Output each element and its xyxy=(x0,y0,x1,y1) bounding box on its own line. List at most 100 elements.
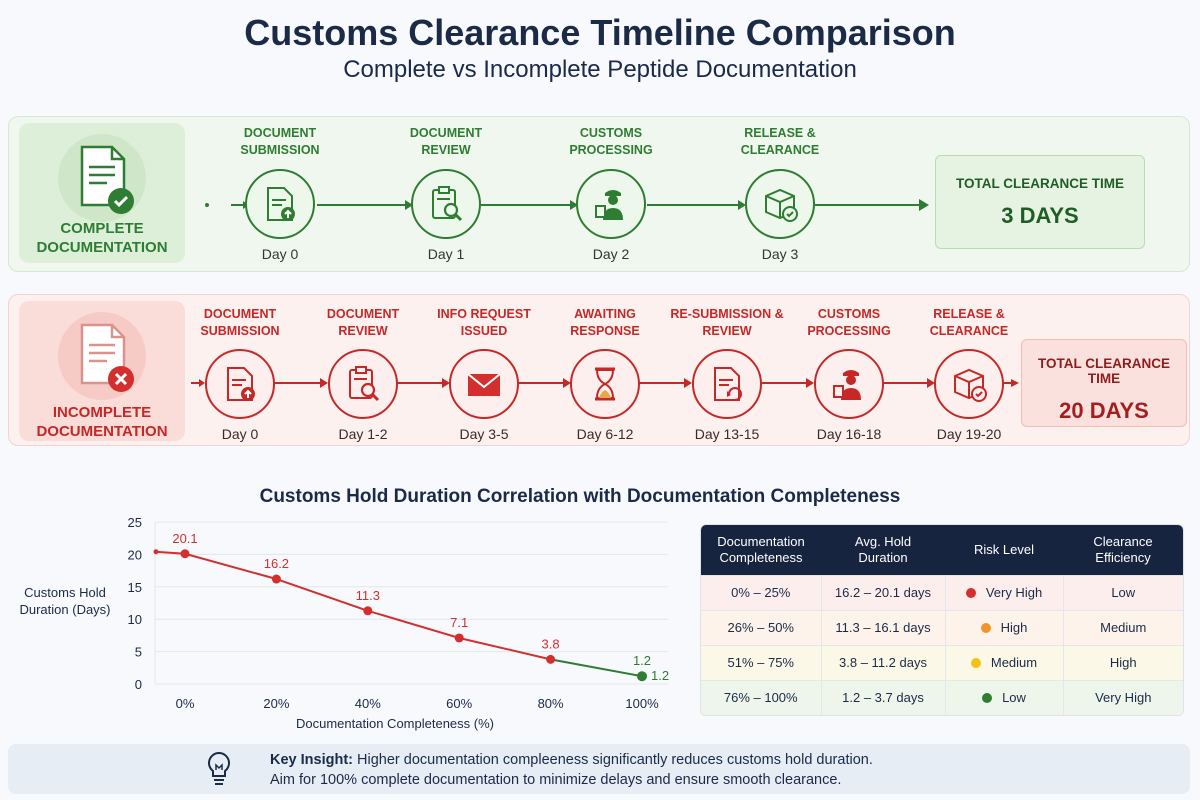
risk-dot-icon xyxy=(965,588,976,598)
cell-range: 76% – 100% xyxy=(701,679,821,715)
chart-xlabel: Documentation Completeness (%) xyxy=(296,716,494,731)
data-label: 1.2 xyxy=(633,653,651,668)
step-title-line1: AWAITING xyxy=(574,307,636,321)
total-value: 20 DAYS xyxy=(1059,398,1149,423)
x-tick-label: 0% xyxy=(176,696,195,711)
step-day: Day 3-5 xyxy=(459,426,509,442)
step-title-line2: ISSUED xyxy=(460,324,508,338)
y-tick-label: 25 xyxy=(128,515,142,530)
data-point xyxy=(546,654,556,664)
complete-step-customs: CUSTOMS PROCESSING Day 2 xyxy=(536,117,686,273)
risk-label: Medium xyxy=(990,655,1038,670)
lightbulb-icon xyxy=(208,751,230,785)
complete-timeline-arrows xyxy=(205,199,929,211)
step-title-line1: RE-SUBMISSION & xyxy=(670,307,784,321)
document-x-icon xyxy=(58,312,146,400)
page-title: Customs Clearance Timeline Comparison xyxy=(244,12,956,53)
table-row: 76% – 100% 1.2 – 3.7 days Low Very High xyxy=(701,679,1183,715)
table-header-row: Documentation Completeness Avg. Hold Dur… xyxy=(701,525,1183,575)
cell-efficiency: Low xyxy=(1062,574,1183,610)
cell-risk: Low xyxy=(944,679,1063,715)
document-refresh-icon xyxy=(714,367,742,401)
header-text: Avg. Hold xyxy=(854,533,912,549)
incomplete-timeline-panel: INCOMPLETE DOCUMENTATION DOCUMENT SUBMIS… xyxy=(8,294,1190,446)
y-tick-label: 5 xyxy=(135,645,142,660)
risk-dot-icon xyxy=(982,693,993,704)
step-title-line1: CUSTOMS xyxy=(579,126,643,140)
step-day: Day 3 xyxy=(761,246,799,262)
chart-title: Customs Hold Duration Correlation with D… xyxy=(259,486,901,507)
insight-line2: Aim for 100% complete documentation to m… xyxy=(270,772,842,788)
step-title-line2: CLEARANCE xyxy=(740,143,820,157)
series-line-segment xyxy=(367,609,460,639)
header-text: Duration xyxy=(858,549,908,565)
document-upload-icon xyxy=(267,187,295,221)
step-title-line2: REVIEW xyxy=(338,324,388,338)
cell-efficiency: Very High xyxy=(1062,679,1183,715)
data-point xyxy=(271,574,281,584)
cell-duration: 1.2 – 3.7 days xyxy=(820,679,945,715)
series-line-segment xyxy=(276,578,369,612)
envelope-icon xyxy=(467,373,501,396)
page-subtitle: Complete vs Incomplete Peptide Documenta… xyxy=(343,56,857,83)
header-duration: Avg. Hold Duration xyxy=(821,525,945,575)
cell-risk: High xyxy=(944,609,1063,645)
incomplete-step-review: DOCUMENT REVIEW Day 1-2 xyxy=(288,295,438,447)
step-title-line1: DOCUMENT xyxy=(326,307,400,321)
package-check-icon xyxy=(765,188,798,222)
total-value: 3 DAYS xyxy=(1001,203,1079,228)
cell-efficiency: Medium xyxy=(1062,609,1183,645)
step-title-line2: REVIEW xyxy=(702,324,752,338)
y-tick-label: 20 xyxy=(128,547,142,562)
x-tick-label: 60% xyxy=(446,696,472,711)
step-day: Day 13-15 xyxy=(694,426,760,442)
step-title-line2: PROCESSING xyxy=(807,324,891,338)
step-title-line1: INFO REQUEST xyxy=(437,307,531,321)
step-title-line1: RELEASE & xyxy=(744,126,816,140)
clipboard-search-icon xyxy=(349,366,380,402)
incomplete-label-line1: INCOMPLETE xyxy=(52,404,152,421)
header-efficiency: Clearance Efficiency xyxy=(1063,525,1183,575)
document-check-icon xyxy=(58,134,146,222)
risk-dot-icon xyxy=(970,658,981,668)
cell-efficiency: High xyxy=(1062,644,1183,680)
cell-risk: Very High xyxy=(944,574,1063,610)
data-point xyxy=(637,671,647,682)
complete-step-release: RELEASE & CLEARANCE Day 3 xyxy=(705,117,855,273)
series-line-lead xyxy=(154,550,186,555)
key-insight-banner: Key Insight: Higher documentation comple… xyxy=(8,744,1190,794)
insight-bold: Key Insight: xyxy=(270,752,353,768)
complete-timeline-panel: COMPLETE DOCUMENTATION DOCUMENT SUBMISSI… xyxy=(8,116,1190,272)
step-title-line2: RESPONSE xyxy=(570,324,640,338)
incomplete-step-submission: DOCUMENT SUBMISSION Day 0 xyxy=(165,295,315,447)
step-title-line2: SUBMISSION xyxy=(200,324,280,338)
hourglass-icon xyxy=(595,367,615,401)
header-completeness: Documentation Completeness xyxy=(701,525,821,575)
step-title-line2: CLEARANCE xyxy=(929,324,1009,338)
series-line-segment xyxy=(550,658,643,678)
step-title-line2: REVIEW xyxy=(421,143,471,157)
risk-dot-icon xyxy=(980,623,991,633)
x-tick-label: 100% xyxy=(625,696,659,711)
step-day: Day 0 xyxy=(221,426,259,442)
complete-step-submission: DOCUMENT SUBMISSION Day 0 xyxy=(205,117,355,273)
header-text: Clearance xyxy=(1093,533,1153,549)
chart-ylabel-line1: Customs Hold xyxy=(24,585,106,600)
cell-risk: Medium xyxy=(944,644,1063,680)
risk-label: High xyxy=(1000,620,1028,635)
table-row: 26% – 50% 11.3 – 16.1 days High Medium xyxy=(701,609,1183,645)
x-tick-label: 80% xyxy=(538,696,564,711)
incomplete-step-customs: CUSTOMS PROCESSING Day 16-18 xyxy=(774,295,924,447)
x-tick-label: 40% xyxy=(355,696,381,711)
step-title-line1: DOCUMENT xyxy=(243,126,317,140)
total-label: TOTAL CLEARANCE TIME xyxy=(956,176,1124,191)
incomplete-total-box: TOTAL CLEARANCE TIME 20 DAYS xyxy=(1021,339,1187,427)
data-label: 11.3 xyxy=(356,588,380,603)
step-title-line1: CUSTOMS xyxy=(817,307,881,321)
incomplete-step-info-request: INFO REQUEST ISSUED Day 3-5 xyxy=(409,295,559,447)
data-point xyxy=(180,549,190,559)
x-tick-label: 20% xyxy=(263,696,289,711)
complete-label-line1: COMPLETE xyxy=(60,220,144,237)
step-day: Day 2 xyxy=(592,246,630,262)
data-label: 20.1 xyxy=(172,531,197,546)
